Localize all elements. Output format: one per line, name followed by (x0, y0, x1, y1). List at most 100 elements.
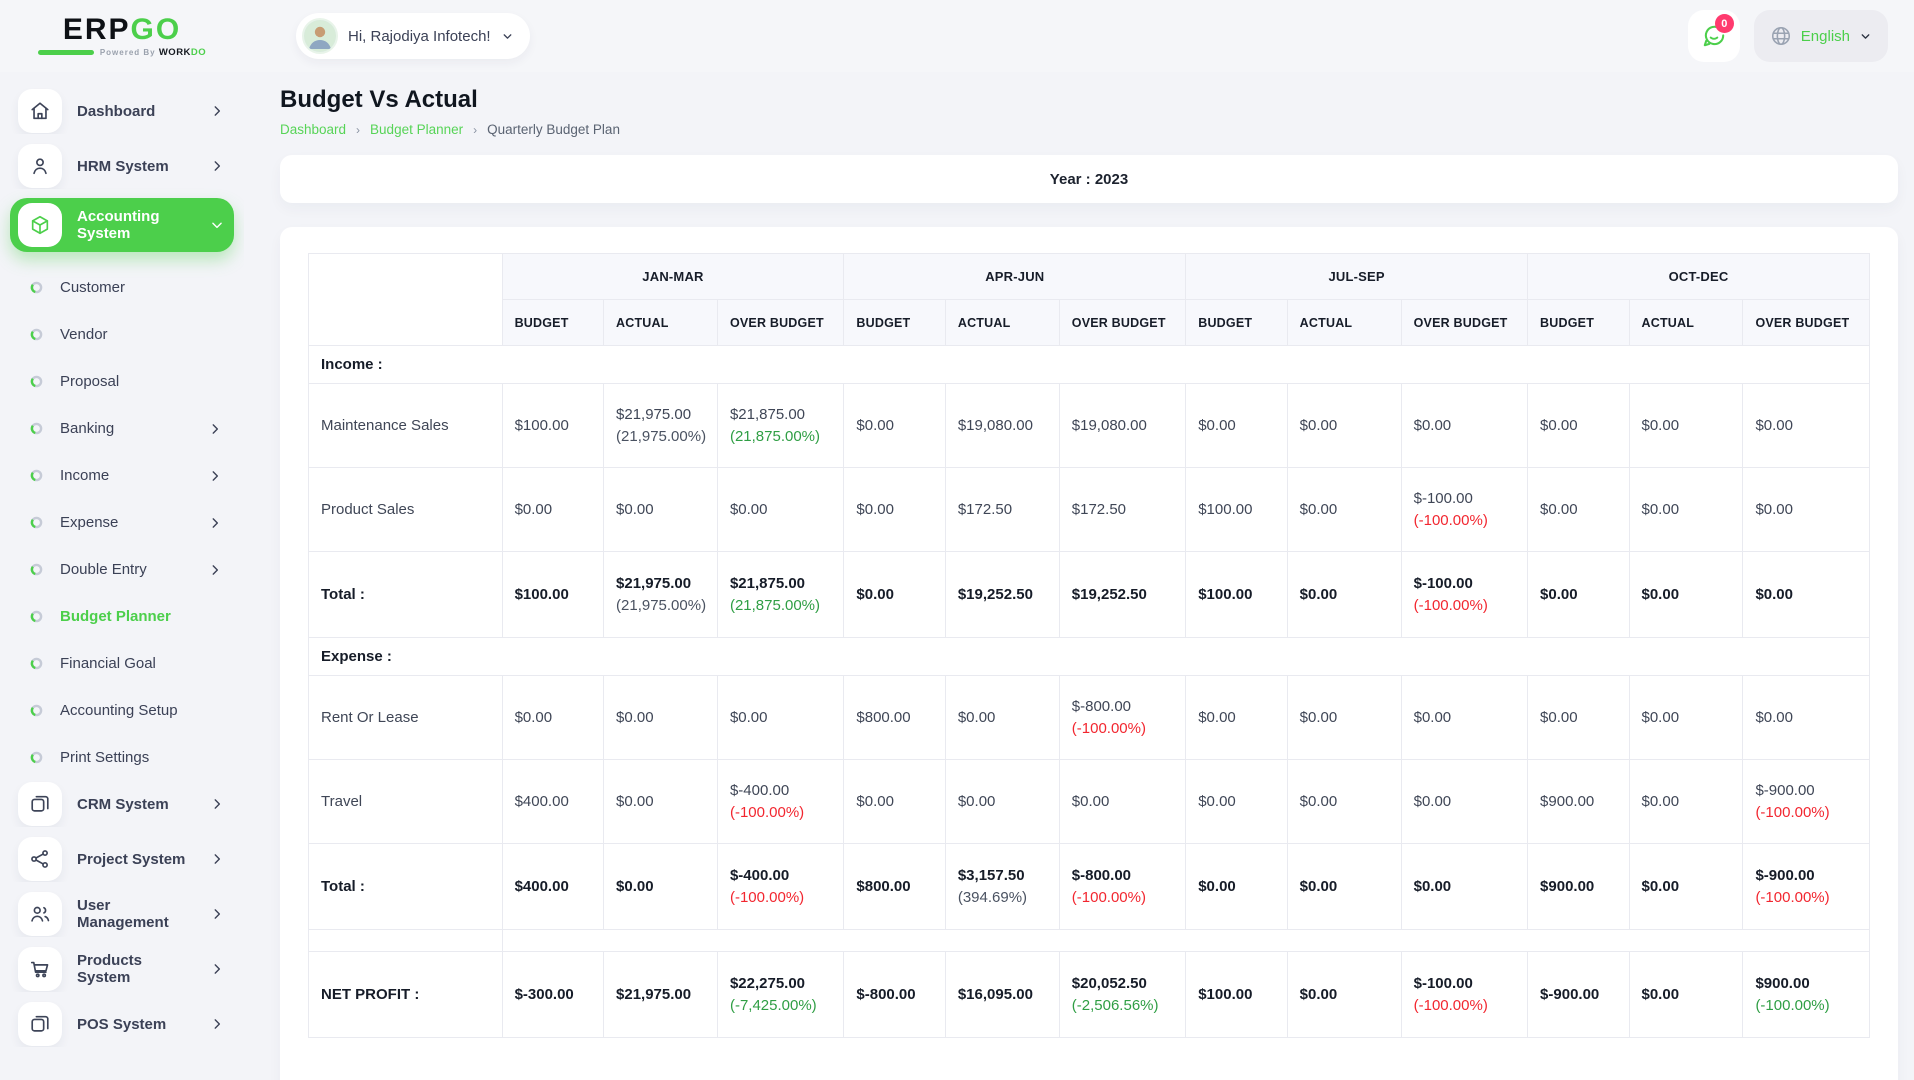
quarter-header-oct-dec: OCT-DEC (1527, 253, 1870, 300)
sidebar-item-customer[interactable]: Customer (10, 264, 234, 311)
cell-value: $19,080.00 (1071, 416, 1147, 434)
table-row-maintenance-sales: Maintenance Sales $100.00 $21,975.00 (21,97… (308, 383, 1870, 468)
user-menu[interactable]: Hi, Rajodiya Infotech! (296, 13, 530, 59)
cell-value: $0.00 (1299, 877, 1338, 895)
cell-value: $0.00 (1071, 792, 1110, 810)
sidebar-item-products-system[interactable]: Products System (10, 946, 234, 992)
cell-value: $0.00 (1299, 585, 1338, 603)
cell-value: $19,252.50 (1071, 585, 1147, 603)
sidebar-item-financial-goal[interactable]: Financial Goal (10, 640, 234, 687)
cell-value: $0.00 (1641, 708, 1680, 726)
sidebar-item-hrm-system[interactable]: HRM System (10, 143, 234, 189)
sidebar-item-user-management[interactable]: User Management (10, 891, 234, 937)
quarter-header-jan-mar: JAN-MAR (501, 253, 845, 300)
budget-header: BUDGET (843, 299, 946, 346)
row-label: Travel (308, 759, 503, 844)
breadcrumb-separator: › (473, 122, 478, 137)
sidebar-item-label: Print Settings (60, 749, 150, 766)
over-budget-cell: $-400.00 (-100.00%) (716, 759, 845, 844)
cell-value: $0.00 (729, 708, 768, 726)
actual-cell: $0.00 (944, 675, 1060, 760)
cell-value: $0.00 (1540, 416, 1578, 434)
sidebar-item-accounting-setup[interactable]: Accounting Setup (10, 687, 234, 734)
sidebar-item-crm-system[interactable]: CRM System (10, 781, 234, 827)
sidebar-item-income[interactable]: Income (10, 452, 234, 499)
section-row-expense: Expense : (308, 637, 1870, 676)
card-icon (18, 782, 62, 826)
over-budget-cell: $-100.00 (-100.00%) (1400, 467, 1529, 552)
cell-value: $0.00 (514, 500, 553, 518)
logo-text: ERPGO (62, 12, 182, 46)
sidebar-item-pos-system[interactable]: POS System (10, 1001, 234, 1047)
messages-button[interactable]: 0 (1687, 10, 1740, 62)
cell-value: $-800.00 (1071, 866, 1131, 884)
cell-value: $-100.00 (1413, 574, 1473, 592)
breadcrumb-link-budget-planner[interactable]: Budget Planner (370, 122, 464, 137)
sidebar-item-label: Banking (60, 420, 115, 437)
cell-percent: (-100.00%) (1413, 596, 1488, 614)
budget-cell: $400.00 (501, 843, 605, 930)
over-budget-cell: $0.00 (1742, 383, 1870, 468)
actual-cell: $21,975.00 (603, 951, 718, 1038)
bullet-ring-icon (30, 281, 43, 294)
budget-cell: $0.00 (1527, 551, 1630, 638)
over-budget-cell: $-800.00 (-100.00%) (1058, 675, 1187, 760)
sidebar-item-proposal[interactable]: Proposal (10, 358, 234, 405)
over-budget-cell: $0.00 (716, 675, 845, 760)
cell-value: $-400.00 (729, 866, 790, 884)
cell-percent: (-100.00%) (1755, 996, 1830, 1014)
sidebar-item-vendor[interactable]: Vendor (10, 311, 234, 358)
over-budget-header: OVER BUDGET (1400, 299, 1529, 346)
sidebar-item-label: Budget Planner (60, 608, 171, 625)
row-label: Rent Or Lease (308, 675, 503, 760)
cell-value: $0.00 (1755, 708, 1793, 726)
actual-cell: $0.00 (1628, 383, 1744, 468)
language-label: English (1800, 27, 1850, 45)
sidebar-item-label: Products System (77, 952, 143, 986)
home-icon (18, 89, 62, 133)
cell-percent: (-100.00%) (1413, 511, 1488, 529)
cell-value: $0.00 (1198, 792, 1236, 810)
sidebar-item-banking[interactable]: Banking (10, 405, 234, 452)
budget-header: BUDGET (1185, 299, 1288, 346)
cell-percent: (-100.00%) (1071, 888, 1146, 906)
sidebar-item-accounting-system[interactable]: Accounting System (10, 198, 234, 252)
over-budget-cell: $0.00 (1400, 843, 1529, 930)
app-logo[interactable]: ERPGO Powered By WORKDO (37, 12, 206, 58)
sidebar-item-expense[interactable]: Expense (10, 499, 234, 546)
budget-vs-actual-table: JAN-MAR APR-JUN JUL-SEP OCT-DEC BUDGET ACTUAL… (308, 253, 1871, 1038)
table-row-net-profit: NET PROFIT : $-300.00 $21,975.00 $22,275.00… (308, 951, 1870, 1038)
cell-value: $21,875.00 (729, 405, 806, 423)
sidebar-item-dashboard[interactable]: Dashboard (10, 88, 234, 134)
actual-header: ACTUAL (1286, 299, 1402, 346)
actual-cell: $3,157.50 (394.69%) (944, 843, 1060, 930)
cell-value: $0.00 (1299, 416, 1338, 434)
cell-percent: (-2,506.56%) (1071, 996, 1159, 1014)
breadcrumb-link-dashboard[interactable]: Dashboard (280, 122, 347, 137)
sidebar-item-print-settings[interactable]: Print Settings (10, 734, 234, 781)
budget-cell: $0.00 (1527, 467, 1630, 552)
budget-header: BUDGET (501, 299, 605, 346)
table-row-product-sales: Product Sales $0.00 $0.00 $0.00 $0.00 $172.50… (308, 467, 1870, 552)
actual-cell: $0.00 (1628, 467, 1744, 552)
sidebar-item-label: Accounting Setup (60, 702, 178, 719)
language-selector[interactable]: English (1753, 10, 1888, 62)
cell-value: $3,157.50 (957, 866, 1025, 884)
sidebar-item-project-system[interactable]: Project System (10, 836, 234, 882)
cart-icon (18, 947, 62, 991)
cell-value: $0.00 (1198, 416, 1236, 434)
chevron-right-icon (208, 422, 222, 436)
cell-value: $19,252.50 (957, 585, 1033, 603)
user-icon (18, 144, 62, 188)
actual-cell: $0.00 (1628, 551, 1744, 638)
sidebar-item-budget-planner[interactable]: Budget Planner (10, 593, 234, 640)
cell-percent: (21,975.00%) (616, 427, 707, 445)
budget-cell: $900.00 (1527, 759, 1630, 844)
cell-value: $0.00 (856, 416, 894, 434)
cell-value: $0.00 (1755, 585, 1793, 603)
over-budget-cell: $0.00 (1742, 551, 1870, 638)
actual-cell: $0.00 (1286, 467, 1402, 552)
sidebar-item-double-entry[interactable]: Double Entry (10, 546, 234, 593)
cell-value: $-900.00 (1755, 781, 1815, 799)
cell-value: $-100.00 (1413, 974, 1473, 992)
